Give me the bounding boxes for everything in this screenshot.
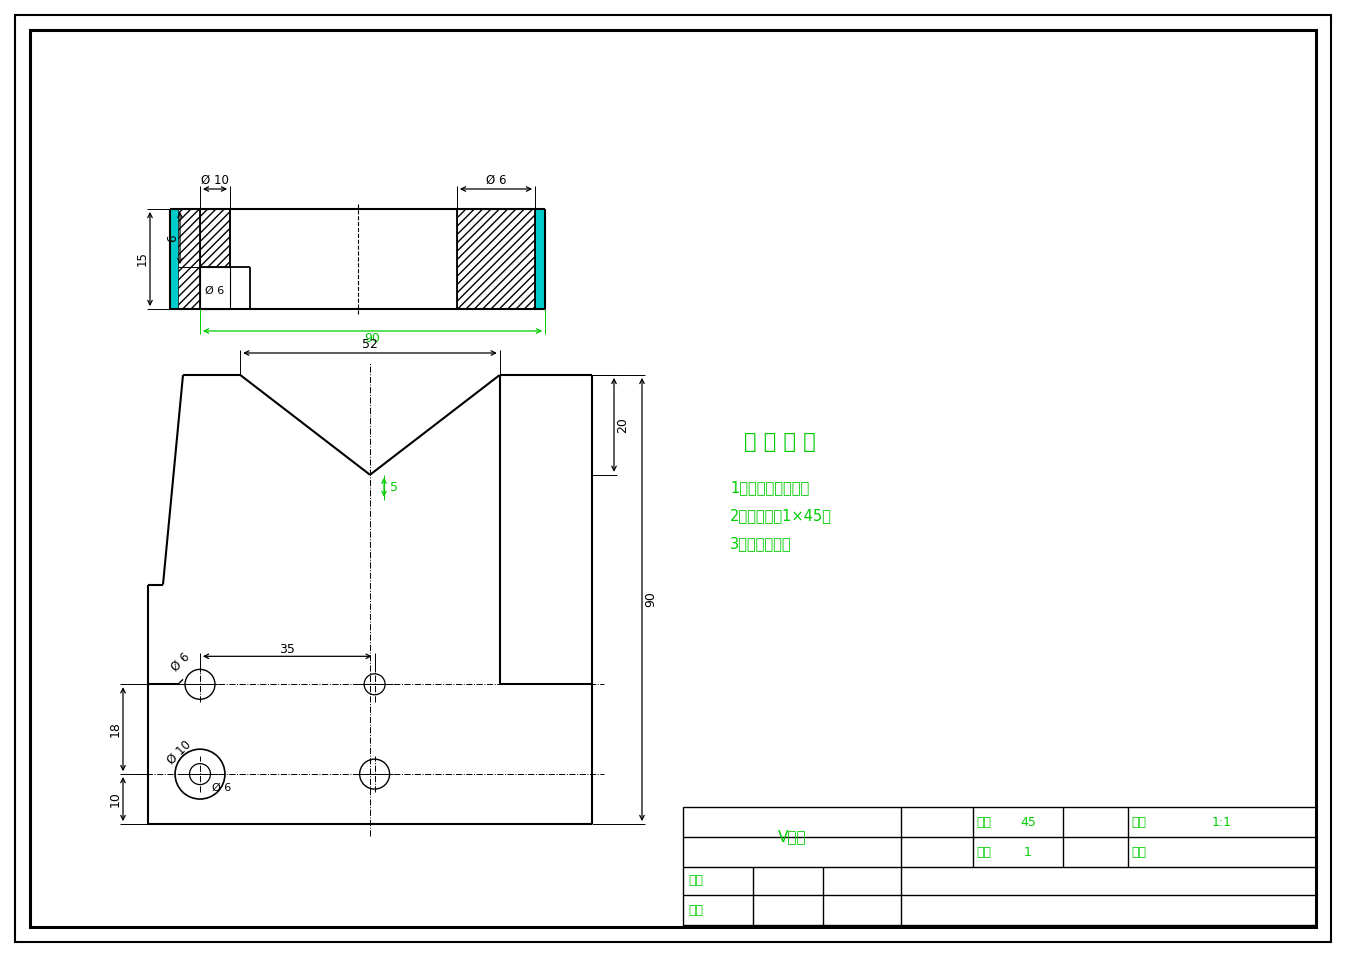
Text: Ø 6: Ø 6	[168, 651, 192, 674]
Text: 1、去毛刺，抛光；: 1、去毛刺，抛光；	[730, 480, 809, 495]
Text: 1: 1	[1024, 845, 1032, 858]
Text: 材料: 材料	[976, 815, 991, 829]
Bar	[148, 375, 592, 824]
Text: V形块: V形块	[778, 830, 806, 844]
Bar	[170, 209, 178, 309]
Text: 6: 6	[167, 234, 179, 242]
Text: 1:1: 1:1	[1211, 815, 1232, 829]
Text: 10: 10	[109, 791, 121, 807]
Text: Ø 6: Ø 6	[205, 286, 225, 296]
Bar	[534, 209, 545, 309]
Text: 52: 52	[362, 339, 378, 351]
Text: 90: 90	[645, 591, 657, 608]
Text: Ø 6: Ø 6	[486, 173, 506, 187]
Text: 比例: 比例	[1131, 815, 1145, 829]
Text: 20: 20	[616, 417, 630, 433]
Bar	[201, 267, 230, 309]
Text: 18: 18	[109, 722, 121, 737]
Bar	[170, 209, 545, 309]
Text: 15: 15	[136, 252, 148, 266]
Text: 技 术 要 求: 技 术 要 求	[744, 432, 816, 452]
Text: 制图: 制图	[688, 875, 703, 887]
Bar	[458, 209, 534, 309]
Text: 3、表面氧化。: 3、表面氧化。	[730, 536, 791, 551]
Bar	[201, 209, 230, 267]
Text: Ø 10: Ø 10	[201, 173, 229, 187]
Text: 90: 90	[365, 332, 381, 345]
Text: 审核: 审核	[688, 903, 703, 917]
Bar	[682, 807, 1316, 925]
Text: Ø 10: Ø 10	[166, 738, 194, 767]
Text: 5: 5	[390, 480, 398, 494]
Bar	[170, 209, 201, 309]
Text: 2、未注倒角1×45；: 2、未注倒角1×45；	[730, 508, 832, 523]
Text: 35: 35	[280, 643, 295, 656]
Text: 数量: 数量	[976, 845, 991, 858]
Text: 图号: 图号	[1131, 845, 1145, 858]
Text: 45: 45	[1020, 815, 1036, 829]
Text: Ø 6: Ø 6	[213, 783, 232, 793]
